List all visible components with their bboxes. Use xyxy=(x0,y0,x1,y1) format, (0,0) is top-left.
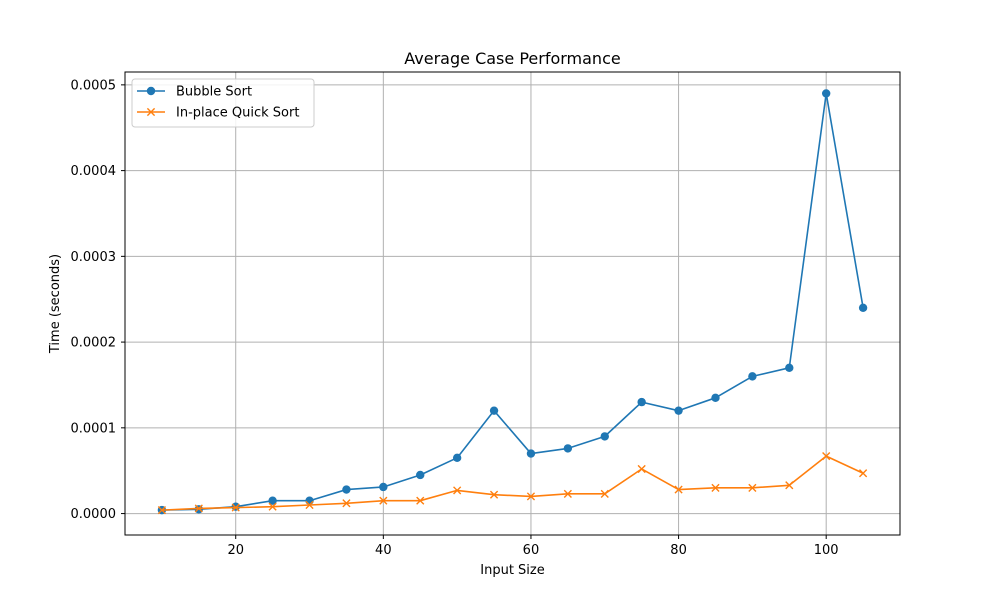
data-point xyxy=(748,483,757,492)
series-line xyxy=(161,92,864,511)
y-tick-label: 0.0005 xyxy=(71,78,117,93)
data-point xyxy=(379,482,388,492)
data-point xyxy=(268,496,277,505)
data-point xyxy=(416,496,425,505)
data-point xyxy=(674,485,683,494)
grid-lines xyxy=(125,72,900,535)
x-tick-label: 80 xyxy=(670,543,687,558)
x-tick-label: 100 xyxy=(814,543,839,558)
x-axis-label: Input Size xyxy=(480,563,544,578)
x-tick-label: 60 xyxy=(523,543,540,558)
data-point xyxy=(305,496,314,505)
data-point xyxy=(674,406,683,415)
data-point xyxy=(342,499,351,508)
data-point xyxy=(563,444,573,453)
legend-label: Bubble Sort xyxy=(176,85,252,100)
data-point xyxy=(637,464,646,474)
legend-marker xyxy=(146,107,156,117)
data-point xyxy=(859,469,868,478)
data-point xyxy=(194,504,203,513)
data-point xyxy=(526,492,536,501)
series-layer xyxy=(157,89,868,515)
data-point xyxy=(785,363,794,373)
data-point xyxy=(858,303,868,312)
data-point xyxy=(526,449,536,458)
axis-ticks: 20 40 60 80 100 0.0000 0.0001 0.0002 0.0003 0.000… xyxy=(71,78,839,558)
legend-label: In-place Quick Sort xyxy=(176,106,299,121)
series-1 xyxy=(157,452,868,515)
data-point xyxy=(748,372,757,381)
plot-frame xyxy=(124,71,901,536)
data-point xyxy=(231,503,240,512)
data-point xyxy=(342,485,351,494)
data-point xyxy=(785,481,794,490)
y-tick-label: 0.0002 xyxy=(71,336,117,351)
series-line xyxy=(161,455,864,511)
legend-marker xyxy=(146,86,156,96)
data-point xyxy=(711,483,720,492)
data-point xyxy=(822,452,831,461)
y-tick-label: 0.0004 xyxy=(71,164,117,179)
y-tick-label: 0.0003 xyxy=(71,250,117,265)
data-point xyxy=(821,89,831,98)
y-tick-label: 0.0001 xyxy=(71,421,117,436)
data-point xyxy=(416,470,425,480)
y-tick-label: 0.0000 xyxy=(71,507,117,522)
data-point xyxy=(489,406,499,415)
data-point xyxy=(711,393,720,403)
data-point xyxy=(379,496,388,505)
x-tick-label: 40 xyxy=(375,543,392,558)
data-point xyxy=(452,453,462,463)
data-point xyxy=(563,489,572,498)
data-point xyxy=(453,486,462,495)
data-point xyxy=(489,490,499,499)
data-point xyxy=(600,432,609,441)
data-point xyxy=(268,502,277,511)
data-point xyxy=(637,397,646,407)
legend-entry-1: In-place Quick Sort xyxy=(137,106,299,121)
data-point xyxy=(305,500,314,510)
legend: Bubble Sort In-place Quick Sort xyxy=(131,78,315,128)
data-point xyxy=(600,489,609,498)
legend-box xyxy=(131,78,315,128)
legend-entry-0: Bubble Sort xyxy=(137,85,252,100)
x-tick-label: 20 xyxy=(227,543,244,558)
chart-title: Average Case Performance xyxy=(404,49,620,68)
data-point xyxy=(157,506,166,515)
y-axis-label: Time (seconds) xyxy=(48,254,63,354)
